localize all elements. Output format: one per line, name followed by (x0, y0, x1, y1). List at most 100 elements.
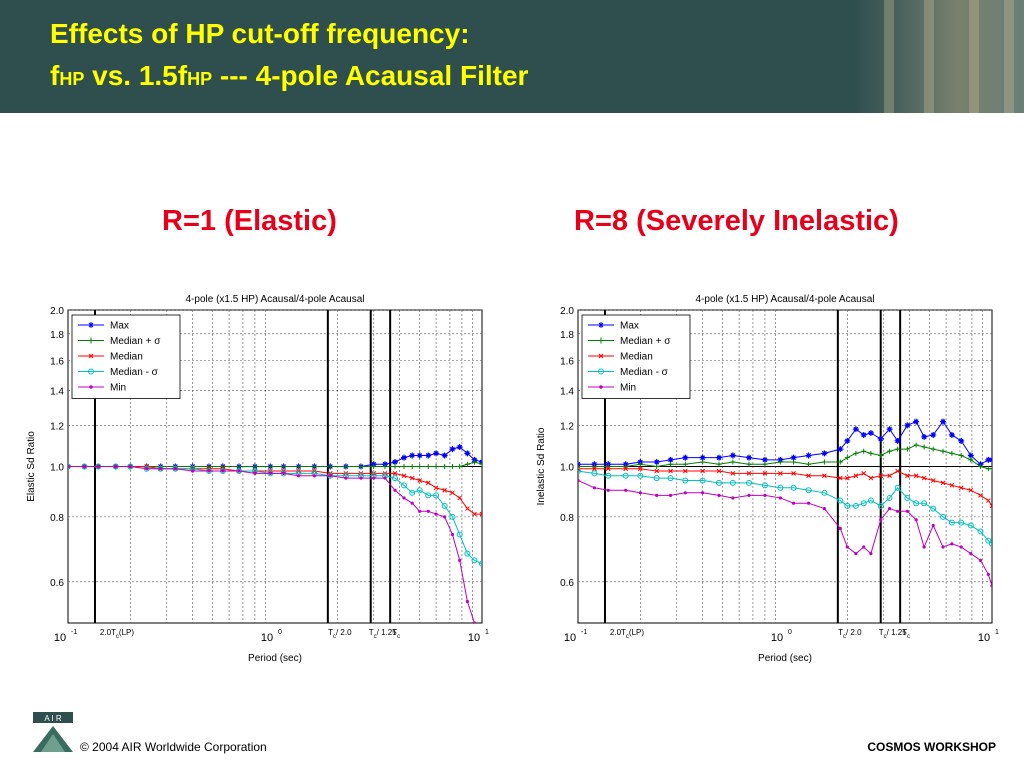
data-point (591, 470, 598, 477)
x-tick-exponent: 0 (278, 629, 282, 636)
data-point (68, 464, 71, 469)
data-point (968, 487, 974, 493)
data-point (281, 471, 286, 475)
data-point (877, 502, 884, 509)
data-point (456, 444, 463, 451)
legend-label: Median + σ (110, 336, 161, 347)
data-point (158, 467, 163, 471)
data-point (401, 464, 407, 469)
legend-label: Median - σ (620, 367, 669, 378)
data-point (745, 479, 752, 486)
series-median- (578, 442, 992, 472)
data-point (402, 496, 406, 500)
legend-entry: Median (588, 352, 653, 363)
data-point (791, 471, 796, 476)
data-point (844, 502, 851, 509)
data-point (921, 444, 927, 450)
data-point (207, 469, 211, 473)
y-tick-label: 2.0 (560, 306, 574, 317)
data-point (978, 464, 984, 469)
x-tick-label: 10 0 (771, 629, 792, 644)
data-point (456, 531, 463, 538)
data-point (450, 490, 455, 496)
data-point (921, 475, 927, 481)
data-point (940, 513, 947, 520)
header-band: Effects of HP cut-off frequency: fHP vs.… (0, 0, 1024, 113)
data-point (683, 491, 687, 495)
data-point (426, 509, 430, 513)
x-tick-exponent: -1 (581, 629, 587, 636)
data-point (417, 464, 423, 469)
period-marker-label: 2.0Tc(LP) (100, 628, 134, 640)
data-point (344, 476, 348, 480)
data-point (940, 480, 946, 486)
legend-marker (88, 368, 94, 375)
data-point (578, 466, 581, 472)
data-point (777, 459, 783, 465)
data-point (958, 485, 964, 491)
data-point (896, 509, 900, 513)
data-point (791, 459, 797, 465)
data-point (359, 476, 363, 480)
data-point (668, 461, 674, 467)
data-point (433, 485, 439, 491)
legend-label: Median (110, 352, 143, 363)
data-point (409, 489, 416, 496)
data-point (959, 545, 963, 549)
legend-marker (598, 353, 604, 359)
data-point (905, 509, 909, 513)
data-point (382, 464, 388, 469)
data-point (921, 500, 928, 507)
data-point (371, 464, 377, 469)
data-point (221, 469, 225, 473)
copyright-text: © 2004 AIR Worldwide Corporation (80, 740, 267, 754)
legend-marker (598, 337, 604, 344)
chart-title: 4-pole (x1.5 HP) Acausal/4-pole Acausal (696, 294, 875, 305)
data-point (416, 452, 423, 459)
data-point (418, 509, 422, 513)
series-median (68, 464, 482, 517)
legend-label: Min (110, 383, 126, 394)
data-point (904, 446, 910, 452)
series-median- (578, 468, 992, 547)
data-point (878, 452, 884, 458)
data-point (443, 515, 447, 519)
data-point (682, 454, 689, 461)
data-point (449, 464, 455, 469)
data-point (409, 475, 415, 481)
data-point (457, 464, 463, 469)
data-point (806, 473, 811, 479)
data-point (699, 454, 706, 461)
data-point (877, 435, 884, 442)
data-point (383, 476, 387, 480)
data-point (327, 464, 333, 469)
data-point (968, 457, 974, 463)
data-point (450, 532, 455, 537)
data-point (904, 494, 911, 501)
x-tick-exponent: 0 (788, 629, 792, 636)
data-point (958, 437, 965, 444)
data-point (328, 474, 332, 478)
legend: Max Median + σ Median Median - σ Min (581, 314, 691, 399)
legend-label: Median (620, 352, 653, 363)
data-point (606, 488, 610, 492)
data-point (805, 452, 812, 459)
data-point (985, 537, 992, 544)
data-point (948, 431, 955, 438)
data-point (985, 456, 992, 463)
data-point (653, 459, 660, 466)
data-point (700, 459, 706, 465)
data-point (296, 464, 302, 469)
x-axis-label: Period (sec) (248, 653, 302, 664)
y-tick-label: 0.6 (560, 578, 574, 589)
data-point (745, 454, 752, 461)
y-tick-label: 1.6 (560, 356, 574, 367)
y-tick-label: 0.6 (50, 578, 64, 589)
data-point (592, 466, 597, 472)
data-point (465, 506, 470, 511)
data-point (654, 468, 660, 474)
legend-marker (88, 322, 94, 328)
x-tick-label: 10 -1 (54, 629, 77, 644)
data-point (930, 505, 937, 512)
data-point (990, 584, 992, 588)
